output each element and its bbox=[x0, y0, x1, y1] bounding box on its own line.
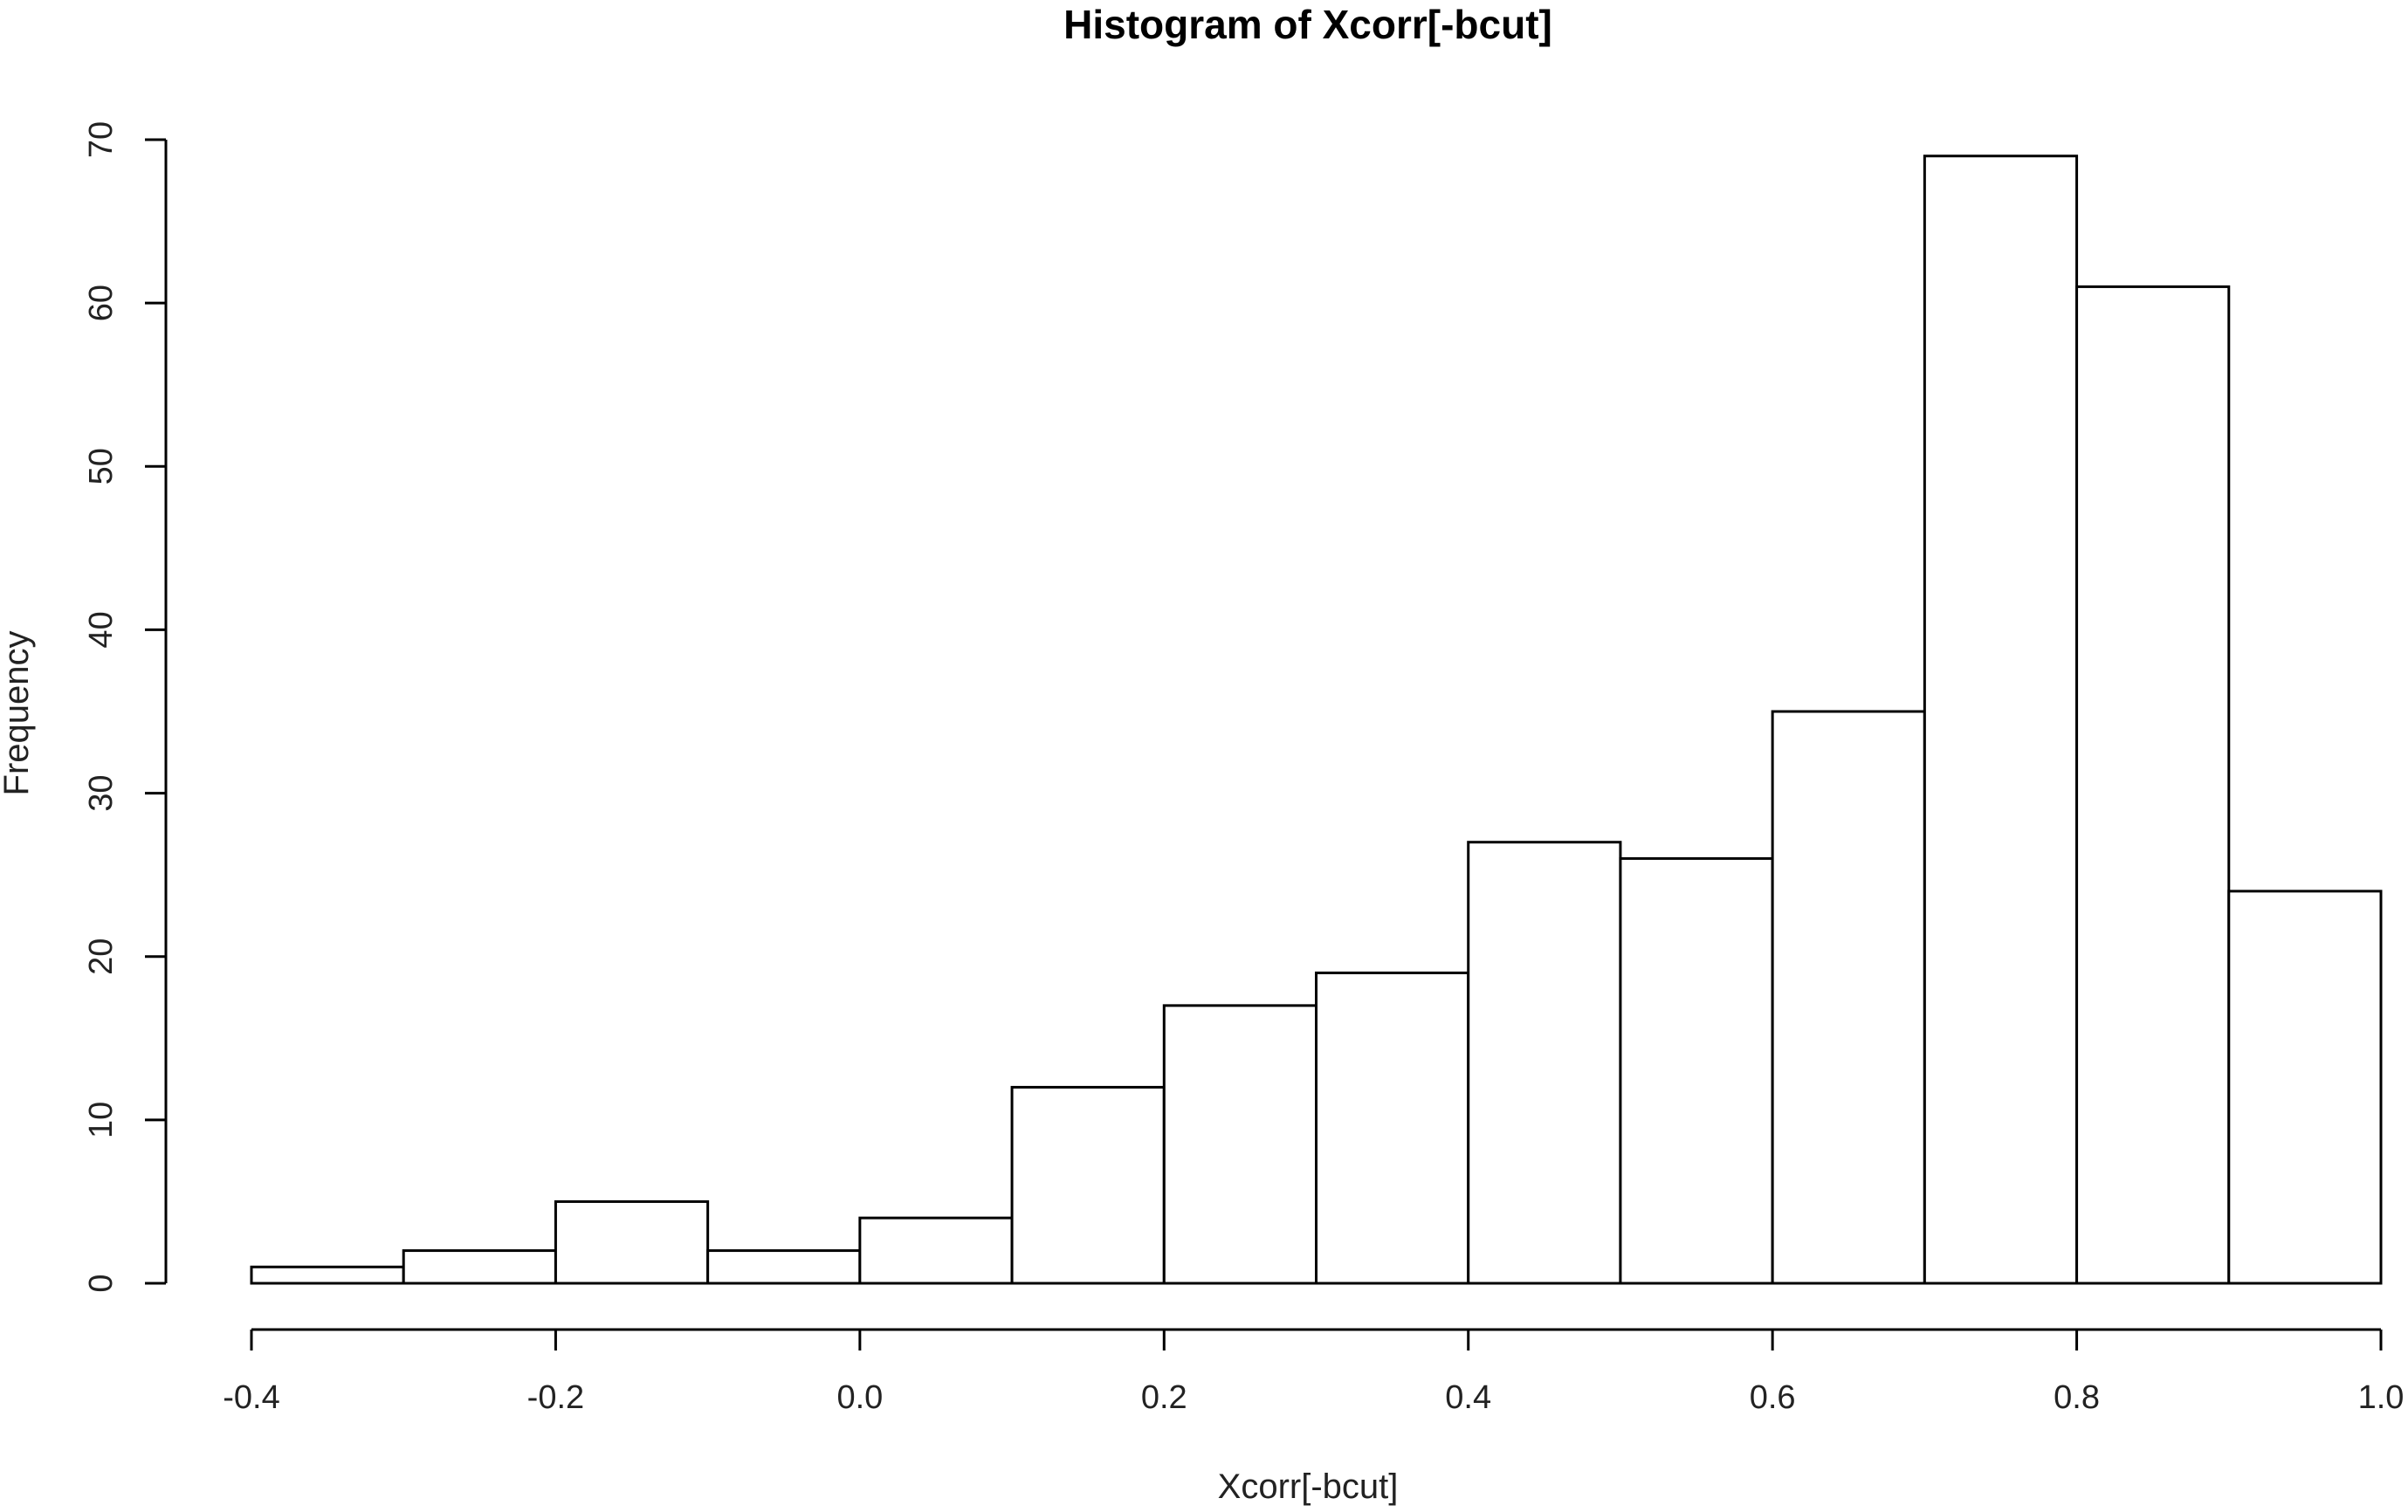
x-axis: -0.4 -0.2 0.0 0.2 0.4 0.6 0.8 1.0 bbox=[223, 1328, 2405, 1416]
histogram-bar-7 bbox=[1162, 1004, 1318, 1285]
histogram-bar-10 bbox=[1619, 856, 1774, 1285]
y-axis: 0 10 20 30 40 50 60 70 bbox=[83, 121, 168, 1293]
x-tick-label: 1.0 bbox=[2358, 1379, 2405, 1416]
histogram-bars bbox=[250, 155, 2383, 1285]
x-axis-label: Xcorr[-bcut] bbox=[1218, 1467, 1399, 1506]
y-tick-label: 40 bbox=[83, 611, 120, 648]
y-tick-label: 0 bbox=[83, 1274, 120, 1292]
histogram-bar-4 bbox=[706, 1249, 862, 1285]
histogram-bar-9 bbox=[1467, 841, 1622, 1285]
y-tick-label: 30 bbox=[83, 774, 120, 811]
x-tick-label: 0.6 bbox=[1750, 1379, 1796, 1416]
histogram-bar-2 bbox=[402, 1249, 557, 1285]
y-tick-label: 10 bbox=[83, 1102, 120, 1138]
chart-title: Histogram of Xcorr[-bcut] bbox=[1063, 2, 1552, 47]
histogram-bar-3 bbox=[554, 1199, 710, 1285]
x-tick-label: 0.2 bbox=[1141, 1379, 1187, 1416]
histogram-bar-6 bbox=[1010, 1085, 1166, 1285]
y-tick-label: 60 bbox=[83, 285, 120, 321]
x-tick-label: 0.8 bbox=[2054, 1379, 2100, 1416]
histogram-bar-11 bbox=[1771, 710, 1926, 1285]
histogram-bar-12 bbox=[1923, 155, 2079, 1285]
histogram-bar-14 bbox=[2227, 890, 2383, 1285]
histogram-bar-13 bbox=[2075, 285, 2231, 1285]
x-tick-label: -0.2 bbox=[527, 1379, 584, 1416]
histogram-bar-5 bbox=[858, 1216, 1014, 1285]
histogram-bar-8 bbox=[1315, 971, 1470, 1285]
y-axis-label: Frequency bbox=[0, 631, 36, 796]
y-tick-label: 50 bbox=[83, 448, 120, 485]
histogram-bar-1 bbox=[250, 1265, 405, 1285]
y-tick-label: 20 bbox=[83, 938, 120, 975]
x-tick-label: 0.4 bbox=[1445, 1379, 1491, 1416]
x-tick-label: 0.0 bbox=[836, 1379, 883, 1416]
x-tick-label: -0.4 bbox=[223, 1379, 279, 1416]
y-tick-label: 70 bbox=[83, 121, 120, 158]
